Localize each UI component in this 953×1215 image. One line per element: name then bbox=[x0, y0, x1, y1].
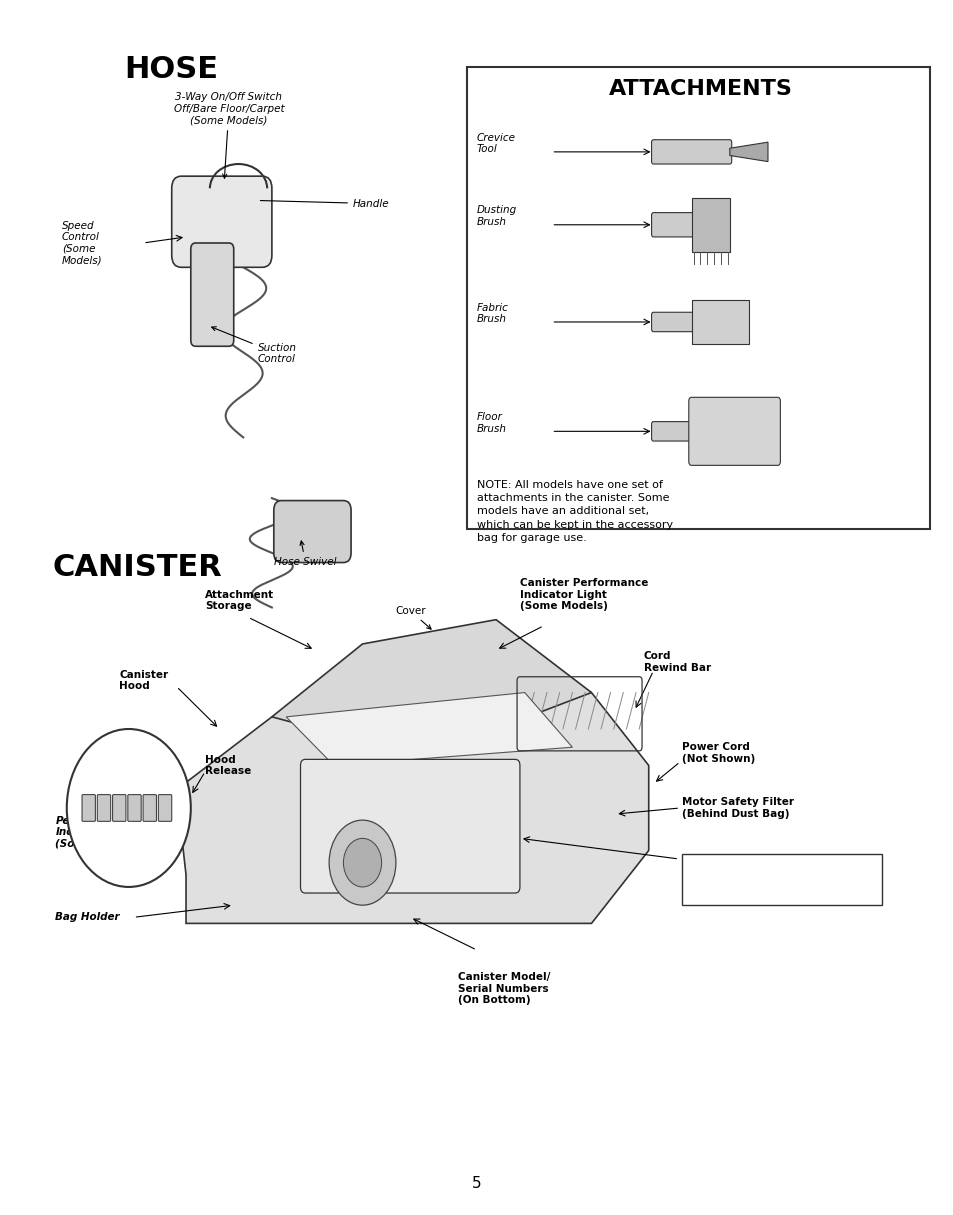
Text: Fabric
Brush: Fabric Brush bbox=[476, 303, 508, 324]
FancyBboxPatch shape bbox=[651, 140, 731, 164]
Text: Speed
Control
(Some
Models): Speed Control (Some Models) bbox=[62, 221, 103, 265]
Text: Cover: Cover bbox=[395, 605, 431, 629]
Polygon shape bbox=[729, 142, 767, 162]
Polygon shape bbox=[691, 198, 729, 252]
FancyBboxPatch shape bbox=[172, 176, 272, 267]
FancyBboxPatch shape bbox=[112, 795, 126, 821]
Text: Performance
Indicator
(Some Models): Performance Indicator (Some Models) bbox=[55, 815, 142, 849]
Text: Suction
Control: Suction Control bbox=[212, 327, 296, 364]
Polygon shape bbox=[272, 620, 591, 741]
FancyBboxPatch shape bbox=[651, 422, 693, 441]
Polygon shape bbox=[176, 693, 648, 923]
Text: ATTACHMENTS: ATTACHMENTS bbox=[609, 79, 792, 98]
Circle shape bbox=[329, 820, 395, 905]
Text: CANISTER: CANISTER bbox=[52, 553, 222, 582]
FancyBboxPatch shape bbox=[688, 397, 780, 465]
Text: Attachment
Storage: Attachment Storage bbox=[205, 589, 274, 611]
Text: Cord
Rewind Bar: Cord Rewind Bar bbox=[643, 651, 710, 673]
Text: Handle: Handle bbox=[260, 198, 389, 209]
Text: HOSE: HOSE bbox=[124, 55, 218, 84]
Circle shape bbox=[67, 729, 191, 887]
FancyBboxPatch shape bbox=[651, 312, 693, 332]
FancyBboxPatch shape bbox=[467, 67, 929, 529]
Polygon shape bbox=[286, 693, 572, 765]
FancyBboxPatch shape bbox=[97, 795, 111, 821]
Polygon shape bbox=[691, 300, 748, 344]
Circle shape bbox=[343, 838, 381, 887]
Text: Hose Swivel: Hose Swivel bbox=[274, 541, 336, 567]
FancyBboxPatch shape bbox=[82, 795, 95, 821]
Text: 3-Way On/Off Switch
Off/Bare Floor/Carpet
(Some Models): 3-Way On/Off Switch Off/Bare Floor/Carpe… bbox=[173, 92, 284, 179]
FancyBboxPatch shape bbox=[158, 795, 172, 821]
FancyBboxPatch shape bbox=[143, 795, 156, 821]
Text: Bag Holder: Bag Holder bbox=[55, 912, 120, 922]
FancyBboxPatch shape bbox=[274, 501, 351, 563]
Text: Power Cord
(Not Shown): Power Cord (Not Shown) bbox=[681, 742, 755, 764]
FancyBboxPatch shape bbox=[191, 243, 233, 346]
Text: Canister Model/
Serial Numbers
(On Bottom): Canister Model/ Serial Numbers (On Botto… bbox=[457, 972, 550, 1005]
Text: Floor
Brush: Floor Brush bbox=[476, 412, 506, 434]
FancyBboxPatch shape bbox=[300, 759, 519, 893]
FancyBboxPatch shape bbox=[651, 213, 693, 237]
FancyBboxPatch shape bbox=[128, 795, 141, 821]
Text: Hood
Release: Hood Release bbox=[205, 755, 251, 776]
Text: NOTE: All models have one set of
attachments in the canister. Some
models have a: NOTE: All models have one set of attachm… bbox=[476, 480, 673, 543]
Text: Motor Safety Filter
(Behind Dust Bag): Motor Safety Filter (Behind Dust Bag) bbox=[681, 797, 793, 819]
Text: Canister Performance
Indicator Light
(Some Models): Canister Performance Indicator Light (So… bbox=[519, 578, 648, 611]
Text: Dust Bag: Dust Bag bbox=[681, 854, 735, 864]
Text: In U.S. #20-50558
In Canada #20-50555: In U.S. #20-50558 In Canada #20-50555 bbox=[686, 859, 794, 881]
Text: Crevice
Tool: Crevice Tool bbox=[476, 132, 516, 154]
Text: 5: 5 bbox=[472, 1176, 481, 1191]
FancyBboxPatch shape bbox=[681, 854, 882, 905]
Text: Dusting
Brush: Dusting Brush bbox=[476, 205, 517, 227]
Text: Canister
Hood: Canister Hood bbox=[119, 669, 168, 691]
